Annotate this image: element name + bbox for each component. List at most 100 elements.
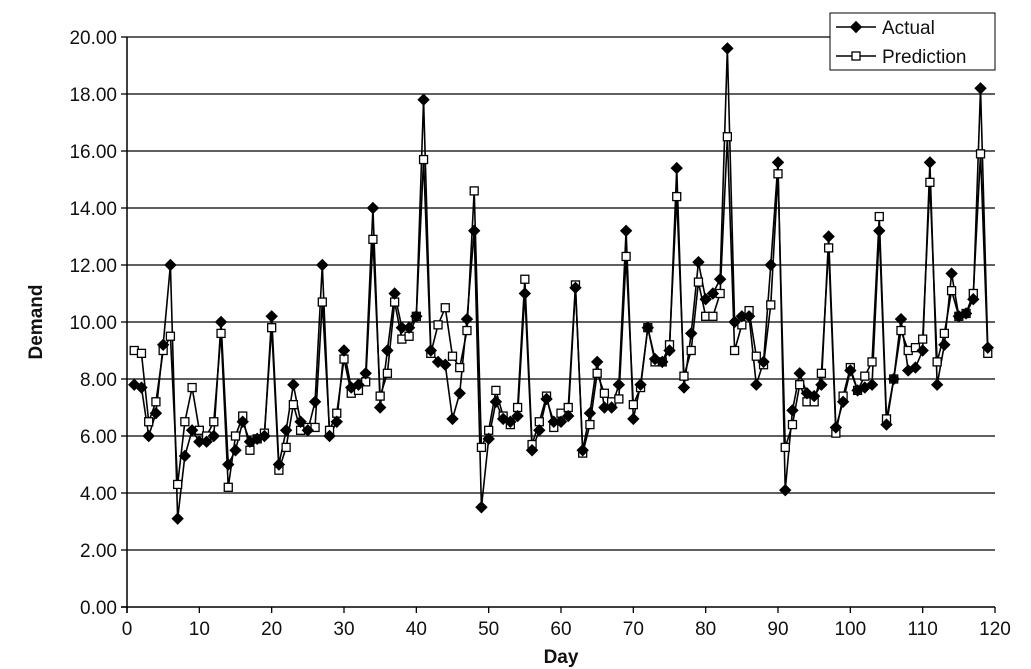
point-actual-14 xyxy=(222,458,235,471)
point-actual-29 xyxy=(330,415,343,428)
point-prediction-78 xyxy=(686,345,696,356)
y-tick-label-0: 0.00 xyxy=(80,598,117,619)
point-actual-109 xyxy=(909,361,922,374)
point-actual-7 xyxy=(171,512,184,525)
point-actual-75 xyxy=(663,344,676,357)
point-prediction-89 xyxy=(766,300,776,310)
y-axis-title: Demand xyxy=(26,285,47,360)
point-actual-16 xyxy=(236,415,249,428)
series-line-actual xyxy=(133,48,989,519)
point-actual-47 xyxy=(460,312,474,326)
point-prediction-110 xyxy=(918,334,928,344)
point-actual-26 xyxy=(308,395,322,409)
point-actual-3 xyxy=(142,429,155,443)
point-prediction-111 xyxy=(925,177,935,188)
point-actual-51 xyxy=(489,395,503,409)
point-actual-113 xyxy=(938,338,951,352)
markers-actual xyxy=(128,42,994,525)
point-actual-44 xyxy=(439,358,452,371)
point-prediction-81 xyxy=(708,311,718,321)
point-prediction-47 xyxy=(462,325,472,336)
point-prediction-103 xyxy=(867,357,877,367)
y-tick-label-9: 18.00 xyxy=(69,85,117,106)
point-actual-53 xyxy=(504,415,517,428)
point-actual-103 xyxy=(865,378,879,391)
point-actual-95 xyxy=(807,389,821,403)
x-tick-label-10: 100 xyxy=(834,619,866,640)
point-prediction-12 xyxy=(209,417,219,427)
point-actual-56 xyxy=(525,444,539,457)
point-actual-62 xyxy=(569,281,582,295)
point-prediction-90 xyxy=(773,169,783,179)
point-prediction-22 xyxy=(281,442,291,453)
point-actual-41 xyxy=(417,93,430,106)
x-tick-label-0: 0 xyxy=(122,619,133,640)
point-prediction-93 xyxy=(795,380,805,390)
point-prediction-51 xyxy=(491,385,501,396)
point-prediction-91 xyxy=(780,442,790,453)
point-actual-118 xyxy=(974,82,987,95)
point-prediction-96 xyxy=(816,368,827,378)
point-prediction-49 xyxy=(476,442,487,453)
point-actual-61 xyxy=(562,409,575,423)
legend-marker-prediction xyxy=(851,51,861,61)
point-actual-74 xyxy=(656,355,669,369)
point-actual-27 xyxy=(316,258,329,272)
point-actual-54 xyxy=(511,409,524,423)
point-actual-57 xyxy=(533,424,546,437)
point-actual-70 xyxy=(627,412,640,426)
point-actual-90 xyxy=(771,156,785,169)
point-prediction-14 xyxy=(223,482,233,492)
point-actual-117 xyxy=(967,292,980,306)
point-actual-9 xyxy=(185,424,199,437)
point-prediction-36 xyxy=(382,368,393,378)
x-tick-label-12: 120 xyxy=(979,619,1011,640)
point-prediction-15 xyxy=(230,431,241,441)
point-prediction-7 xyxy=(172,479,183,490)
point-actual-8 xyxy=(178,449,192,463)
point-actual-99 xyxy=(836,395,850,409)
x-tick-label-1: 10 xyxy=(189,619,210,640)
x-tick-labels: 0 10 20 30 40 50 60 70 80 90 100 110 120 xyxy=(122,607,1011,640)
point-prediction-79 xyxy=(693,277,704,287)
point-actual-107 xyxy=(894,312,908,326)
point-actual-2 xyxy=(135,381,148,394)
point-prediction-2 xyxy=(136,348,147,359)
point-actual-96 xyxy=(815,378,828,391)
point-actual-86 xyxy=(742,310,756,323)
point-prediction-55 xyxy=(520,274,530,284)
point-prediction-114 xyxy=(946,285,957,296)
point-actual-20 xyxy=(265,310,278,323)
point-actual-36 xyxy=(381,344,394,357)
point-prediction-107 xyxy=(896,325,906,336)
point-actual-89 xyxy=(764,258,777,272)
point-prediction-9 xyxy=(187,382,197,393)
point-prediction-118 xyxy=(975,149,986,159)
legend-label-prediction: Prediction xyxy=(882,47,967,68)
point-prediction-48 xyxy=(469,186,479,196)
y-tick-label-4: 8.00 xyxy=(80,370,117,391)
legend-entries: Actual Prediction xyxy=(836,18,967,68)
point-prediction-35 xyxy=(375,391,385,401)
point-actual-25 xyxy=(301,424,315,437)
point-prediction-76 xyxy=(672,191,682,202)
point-prediction-3 xyxy=(144,417,154,427)
point-actual-97 xyxy=(822,230,835,243)
point-actual-77 xyxy=(677,381,691,394)
x-tick-label-4: 40 xyxy=(406,619,427,640)
x-tick-label-8: 80 xyxy=(695,619,716,640)
point-prediction-6 xyxy=(165,331,176,341)
point-prediction-102 xyxy=(860,371,870,381)
point-actual-39 xyxy=(402,321,416,334)
point-actual-100 xyxy=(844,364,857,377)
x-tick-label-11: 110 xyxy=(908,619,938,640)
y-tick-label-1: 2.00 xyxy=(80,541,117,562)
point-actual-46 xyxy=(453,387,466,400)
point-actual-71 xyxy=(634,378,647,391)
point-actual-92 xyxy=(786,404,799,417)
x-tick-label-7: 70 xyxy=(623,619,644,640)
point-prediction-13 xyxy=(216,328,226,339)
y-tick-labels: 0.00 2.00 4.00 6.00 8.00 10.00 12.00 14.00 16.00… xyxy=(69,28,127,619)
point-prediction-66 xyxy=(599,388,610,398)
